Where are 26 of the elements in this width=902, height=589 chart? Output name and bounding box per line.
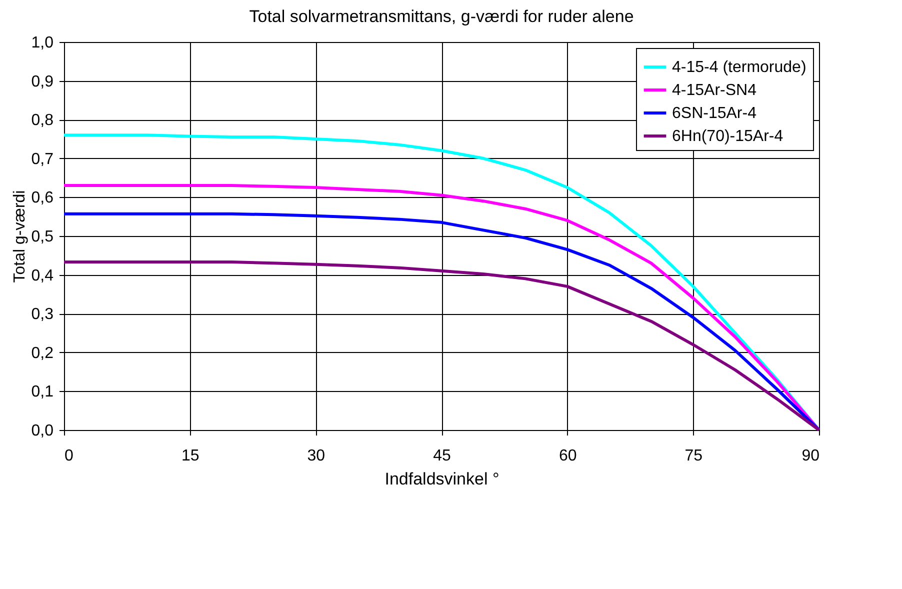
- y-tick-label: 1,0: [31, 34, 54, 52]
- x-tick-label: 30: [307, 448, 326, 464]
- x-tick-label: 45: [433, 448, 451, 464]
- y-tick-label: 0,6: [31, 190, 54, 207]
- x-tick-label: 60: [558, 448, 577, 464]
- y-tick-label: 0,5: [31, 228, 54, 246]
- legend-label: 6SN-15Ar-4: [672, 105, 757, 122]
- y-tick-label: 0,0: [31, 422, 54, 440]
- chart-title: Total solvarmetransmittans, g-værdi for ruder alene: [249, 7, 634, 26]
- x-tick-label: 90: [802, 448, 820, 464]
- legend-label: 6Hn(70)-15Ar-4: [672, 128, 784, 145]
- line-series: [62, 260, 820, 432]
- y-axis-title: Total g-værdi: [11, 190, 28, 283]
- x-tick-label: 15: [181, 448, 200, 464]
- y-tick-label: 0,2: [31, 344, 54, 362]
- legend-label: 4-15-4 (termorude): [672, 59, 806, 76]
- x-axis-title: Indfaldsvinkel °: [384, 470, 500, 488]
- legend-label: 4-15Ar-SN4: [672, 82, 757, 99]
- x-tick-label: 0: [64, 448, 74, 464]
- y-tick-label: 0,1: [31, 384, 54, 401]
- y-tick-label: 0,4: [31, 267, 54, 284]
- y-tick-label: 0,8: [31, 112, 54, 130]
- y-tick-label: 0,9: [31, 73, 54, 90]
- x-tick-label: 75: [684, 448, 703, 464]
- y-tick-label: 0,7: [31, 150, 54, 168]
- y-tick-label: 0,3: [31, 306, 54, 324]
